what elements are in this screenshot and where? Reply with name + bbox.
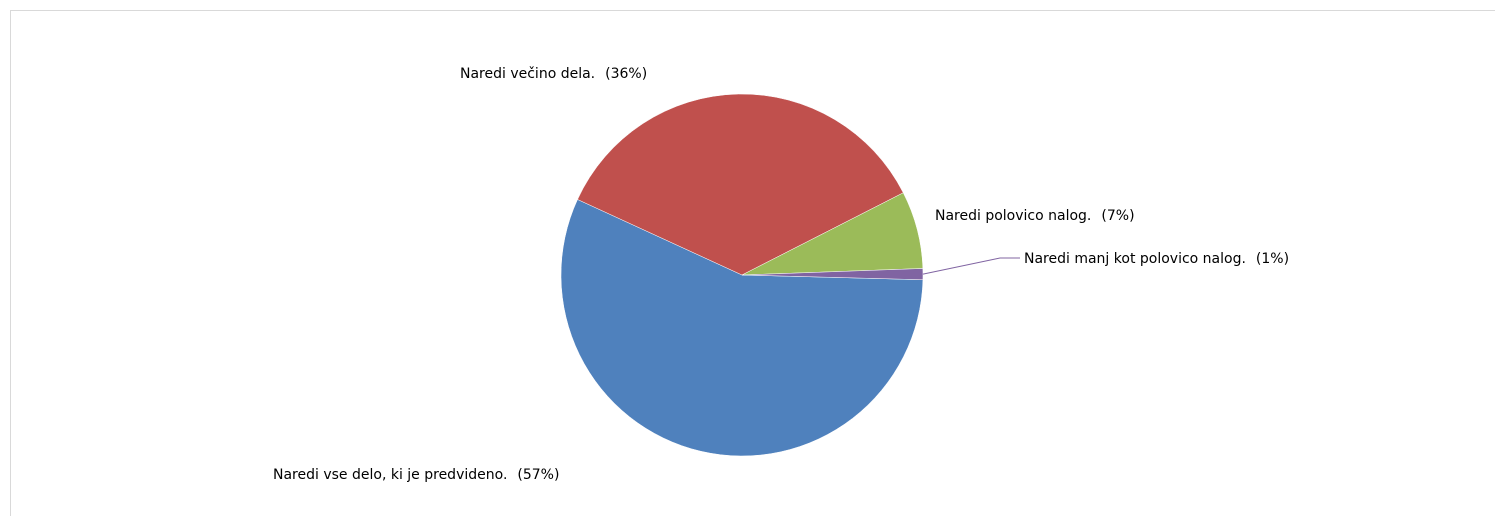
label-name: Naredi vse delo, ki je predvideno. <box>273 467 507 483</box>
leader-line <box>922 257 1020 275</box>
label-value: (7%) <box>1101 208 1134 224</box>
label-value: (1%) <box>1256 251 1289 267</box>
pie-slice <box>560 199 924 457</box>
data-label: Naredi večino dela. (36%) <box>460 66 647 82</box>
pie-slice <box>577 93 904 276</box>
label-value: (57%) <box>517 467 559 483</box>
label-value: (36%) <box>605 66 647 82</box>
data-label: Naredi vse delo, ki je predvideno. (57%) <box>273 467 559 483</box>
label-name: Naredi manj kot polovico nalog. <box>1024 251 1246 267</box>
data-label: Naredi polovico nalog. (7%) <box>935 208 1135 224</box>
chart-border <box>10 10 1495 516</box>
data-label: Naredi manj kot polovico nalog. (1%) <box>1024 251 1289 267</box>
label-name: Naredi polovico nalog. <box>935 208 1091 224</box>
label-name: Naredi večino dela. <box>460 66 595 82</box>
